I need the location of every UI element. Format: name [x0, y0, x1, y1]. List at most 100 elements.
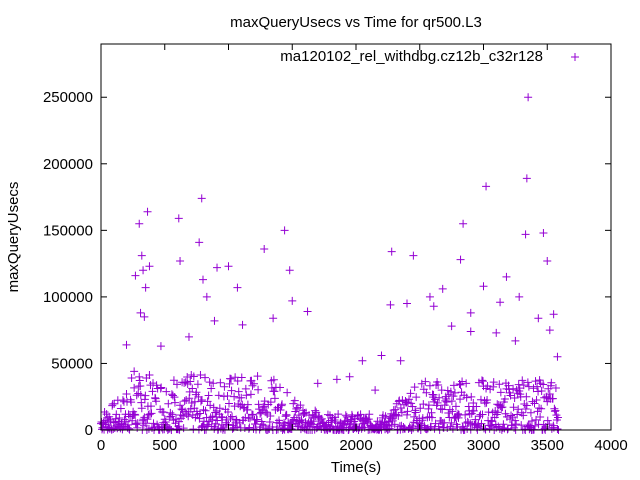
y-axis: 0 50000 100000 150000 200000 250000 — [43, 89, 611, 439]
data-point — [210, 316, 219, 325]
data-point — [505, 385, 513, 394]
y-tick-label: 0 — [85, 422, 93, 439]
data-point — [418, 414, 427, 423]
data-point — [170, 398, 179, 407]
data-point — [253, 372, 262, 381]
data-point — [135, 372, 144, 381]
data-point — [214, 391, 223, 400]
data-point — [515, 384, 524, 393]
data-point — [243, 400, 252, 409]
data-point — [313, 379, 322, 388]
data-point — [463, 424, 472, 433]
data-point — [466, 327, 475, 336]
data-point — [434, 422, 443, 431]
data-point — [255, 405, 264, 414]
data-point — [311, 406, 320, 415]
data-point — [280, 226, 289, 235]
data-point — [483, 395, 492, 404]
data-point — [524, 93, 533, 102]
data-point — [531, 377, 540, 386]
data-point — [209, 379, 218, 388]
data-point — [269, 314, 278, 323]
data-point — [254, 400, 263, 409]
data-point — [278, 400, 287, 409]
data-point — [108, 401, 117, 410]
data-point — [332, 375, 341, 384]
data-point — [196, 370, 205, 379]
data-point — [243, 405, 252, 414]
data-point — [412, 393, 421, 402]
data-point — [492, 410, 501, 419]
data-point — [529, 384, 538, 393]
data-point — [184, 412, 193, 421]
data-point — [164, 399, 173, 408]
data-point — [312, 408, 321, 417]
data-point — [451, 402, 460, 411]
data-point — [522, 174, 531, 183]
data-point — [390, 420, 399, 429]
data-point — [545, 389, 554, 398]
data-point — [195, 238, 204, 247]
data-point — [131, 271, 140, 280]
data-point — [448, 407, 457, 416]
data-point — [116, 404, 125, 413]
data-point — [456, 395, 465, 404]
data-point — [151, 393, 160, 402]
data-point — [259, 403, 268, 412]
data-point — [458, 377, 467, 386]
data-point — [466, 419, 475, 428]
data-point — [448, 424, 457, 433]
data-point — [471, 415, 480, 424]
data-point — [131, 411, 140, 420]
data-point — [133, 419, 142, 428]
data-point — [403, 299, 411, 308]
data-point — [397, 408, 406, 417]
data-point — [386, 300, 395, 309]
data-point — [526, 408, 535, 417]
x-tick-label: 3500 — [531, 437, 564, 454]
data-point — [442, 397, 451, 406]
data-point — [411, 406, 420, 415]
data-point — [122, 340, 131, 349]
data-point — [509, 384, 518, 393]
y-tick-label: 150000 — [43, 222, 93, 239]
data-point — [127, 374, 136, 383]
data-point — [524, 382, 533, 391]
data-point — [449, 381, 458, 390]
data-point — [237, 393, 246, 402]
data-point — [220, 382, 229, 391]
data-point — [287, 425, 296, 434]
data-point — [152, 397, 161, 406]
data-point — [194, 392, 203, 401]
data-point — [137, 404, 146, 413]
data-point — [334, 410, 343, 419]
data-point — [421, 377, 430, 386]
data-point — [223, 392, 232, 401]
data-point — [532, 396, 541, 405]
data-point — [135, 219, 144, 228]
data-point — [477, 419, 486, 428]
data-point — [466, 308, 475, 317]
data-point — [498, 403, 507, 412]
data-point — [207, 384, 216, 393]
data-point — [189, 372, 198, 381]
data-point — [424, 401, 433, 410]
data-point — [269, 375, 278, 384]
data-point — [418, 416, 427, 425]
legend-marker — [571, 53, 579, 61]
data-point — [166, 408, 175, 417]
data-point — [477, 376, 486, 385]
data-point — [495, 380, 504, 389]
data-point — [165, 424, 174, 433]
data-point — [511, 416, 520, 425]
data-point — [136, 390, 145, 399]
data-point — [140, 312, 149, 321]
data-point — [130, 410, 139, 419]
data-point — [464, 402, 473, 411]
data-point — [433, 398, 442, 407]
chart-title: maxQueryUsecs vs Time for qr500.L3 — [230, 14, 482, 31]
data-point — [213, 416, 222, 425]
data-point — [211, 419, 220, 428]
